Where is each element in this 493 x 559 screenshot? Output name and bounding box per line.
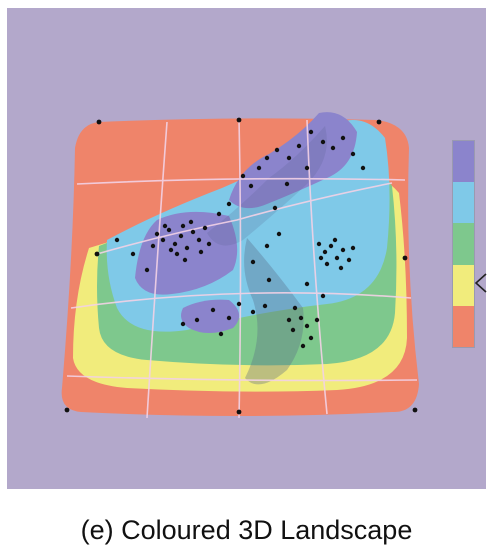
landscape-grid <box>66 119 418 419</box>
chevron-left-icon <box>474 273 487 293</box>
landscape-shadow <box>244 238 304 385</box>
landscape-render <box>7 8 486 489</box>
figure-caption: (e) Coloured 3D Landscape <box>80 515 413 545</box>
landscape-figure <box>7 8 486 489</box>
landscape-points <box>64 117 418 415</box>
colour-key-band-red <box>453 305 474 348</box>
landscape-peak-centre <box>181 299 240 333</box>
colour-key-band-green <box>453 223 474 265</box>
colour-key-band-blue <box>453 182 474 224</box>
colour-key-band-purple <box>453 141 474 183</box>
landscape-ridge-shadow <box>207 126 327 246</box>
colour-key-band-yellow <box>453 264 474 306</box>
landscape-peak-left <box>135 211 238 295</box>
landscape-peak-top <box>229 112 357 209</box>
colour-key <box>452 140 475 348</box>
